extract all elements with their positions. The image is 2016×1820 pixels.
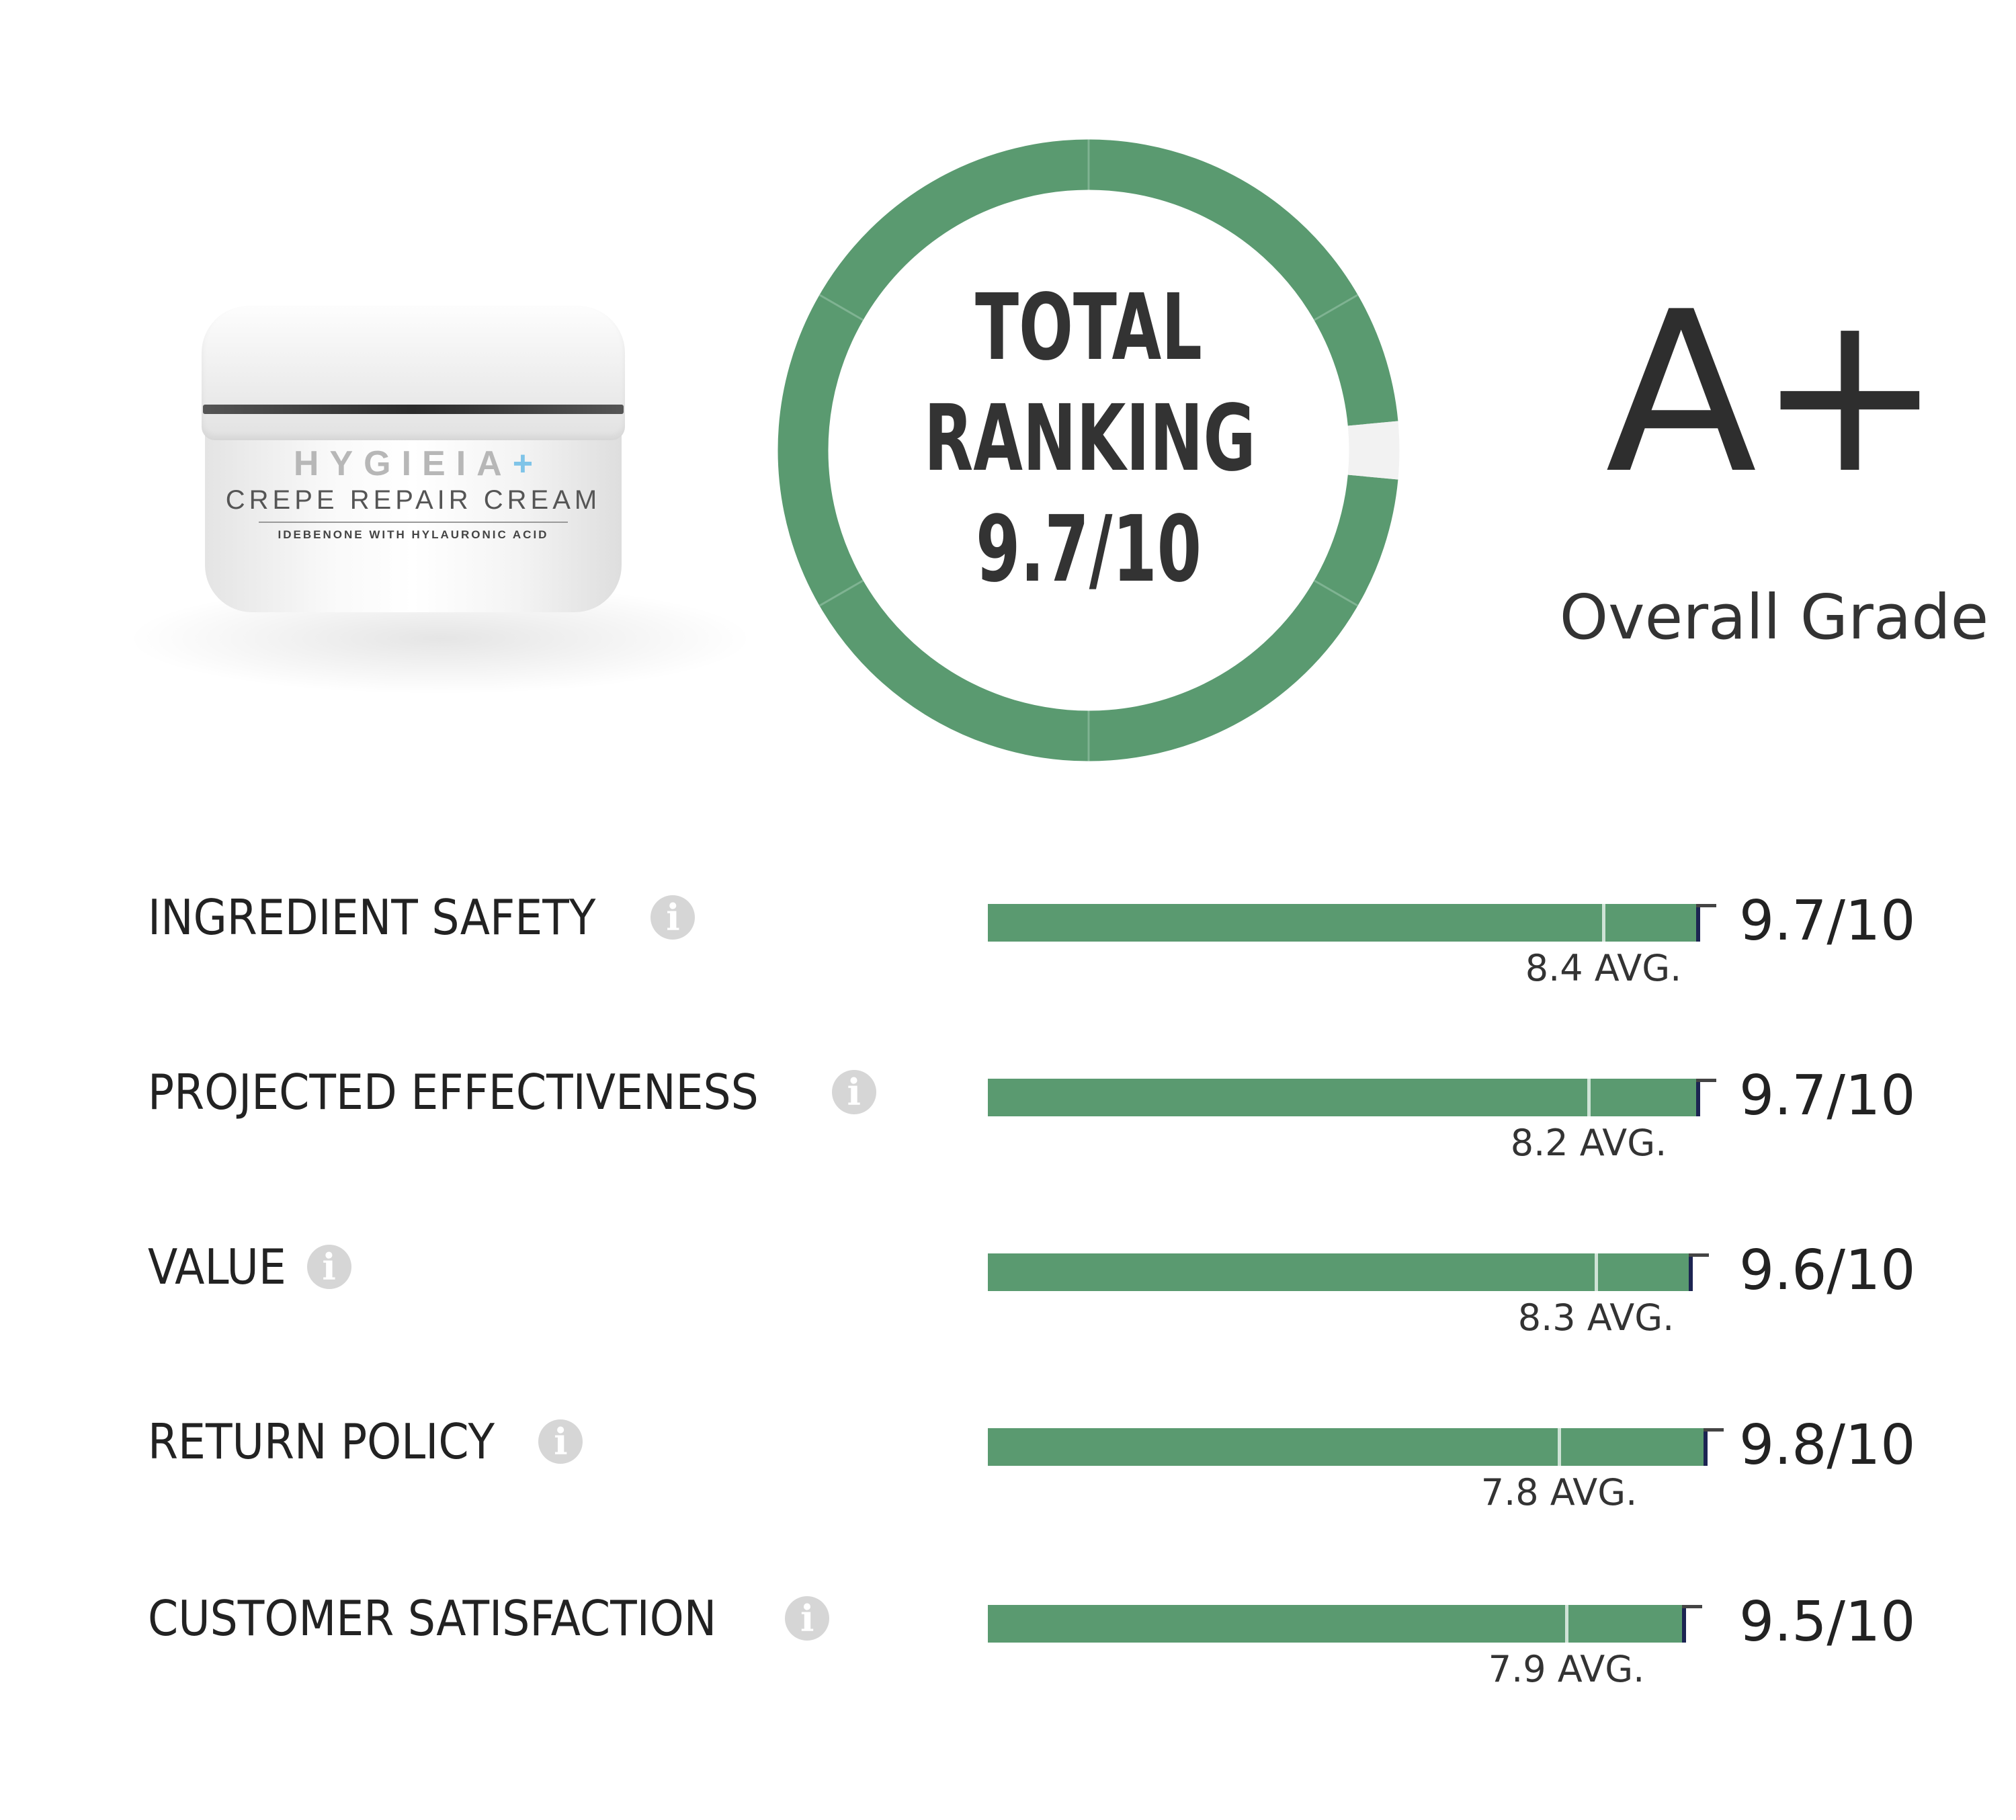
- average-marker: [1587, 1079, 1591, 1116]
- product-name: CREPE REPAIR CREAM: [225, 485, 601, 515]
- score-marker-cap: [1696, 904, 1716, 907]
- jar-band: [203, 405, 624, 414]
- metric-score: 9.6/10: [1739, 1239, 1916, 1302]
- ranking-score: 9.7/10: [976, 497, 1202, 603]
- metric-label: CUSTOMER SATISFACTION i: [148, 1590, 830, 1647]
- ranking-title-line2: RANKING: [924, 386, 1256, 492]
- info-icon[interactable]: i: [306, 1245, 351, 1289]
- info-icon[interactable]: i: [831, 1070, 876, 1114]
- metric-label: PROJECTED EFFECTIVENESS i: [148, 1064, 876, 1120]
- info-icon[interactable]: i: [538, 1419, 583, 1464]
- average-label: 7.8 AVG.: [1480, 1471, 1638, 1514]
- score-marker-cap: [1704, 1428, 1724, 1432]
- metric-bar: 8.2 AVG.: [988, 1079, 1720, 1164]
- overall-grade-value: A+: [1605, 264, 1943, 522]
- metric-bar-fill: [988, 1605, 1684, 1643]
- metric-score: 9.5/10: [1739, 1590, 1916, 1654]
- average-label: 8.4 AVG.: [1525, 947, 1682, 989]
- average-label: 7.9 AVG.: [1488, 1648, 1645, 1690]
- ring-divider: [818, 294, 864, 321]
- average-label: 8.3 AVG.: [1517, 1296, 1675, 1339]
- ranking-title-line1: TOTAL: [975, 275, 1202, 381]
- metric-bar: 8.4 AVG.: [988, 904, 1720, 989]
- product-brand: HYGIEIA+: [293, 444, 534, 483]
- score-marker: [1689, 1253, 1693, 1291]
- score-marker-cap: [1689, 1253, 1709, 1257]
- jar-lid: [202, 306, 625, 440]
- metric-label-text: CUSTOMER SATISFACTION: [148, 1590, 717, 1647]
- metric-label-text: PROJECTED EFFECTIVENESS: [148, 1064, 759, 1120]
- average-marker: [1558, 1428, 1561, 1466]
- score-marker: [1682, 1605, 1686, 1643]
- metric-score: 9.7/10: [1739, 1064, 1916, 1128]
- product-image: HYGIEIA+ CREPE REPAIR CREAM IDEBENONE WI…: [101, 282, 780, 699]
- score-marker: [1696, 904, 1700, 942]
- metric-label: INGREDIENT SAFETY i: [148, 889, 696, 946]
- score-marker: [1696, 1079, 1700, 1116]
- product-subtitle: IDEBENONE WITH HYLAURONIC ACID: [278, 528, 549, 541]
- ring-divider: [1313, 294, 1359, 321]
- metric-label: RETURN POLICY i: [148, 1413, 583, 1470]
- ring-divider: [1313, 579, 1359, 607]
- metric-label: VALUE i: [148, 1239, 351, 1295]
- score-marker-cap: [1696, 1079, 1716, 1082]
- ring-remaining-arc: [1347, 421, 1400, 480]
- metric-score: 9.8/10: [1739, 1413, 1916, 1477]
- metric-bar: 7.8 AVG.: [988, 1428, 1724, 1514]
- overall-grade-label: Overall Grade: [1559, 581, 1989, 653]
- metric-bar-fill: [988, 1253, 1691, 1291]
- average-marker: [1595, 1253, 1598, 1291]
- metric-label-text: VALUE: [148, 1239, 286, 1295]
- total-ranking-ring: [778, 139, 1400, 761]
- score-marker-cap: [1682, 1605, 1702, 1608]
- brand-plus-icon: +: [512, 444, 534, 483]
- metric-bar: 7.9 AVG.: [988, 1605, 1720, 1690]
- score-marker: [1704, 1428, 1708, 1466]
- product-divider: [259, 522, 568, 523]
- info-icon[interactable]: i: [785, 1596, 830, 1641]
- ring-score-arc: [778, 139, 1398, 761]
- ring-divider: [818, 579, 864, 607]
- ring-segments: [778, 139, 1400, 761]
- metric-bar: 8.3 AVG.: [988, 1253, 1720, 1339]
- average-marker: [1565, 1605, 1568, 1643]
- metric-score: 9.7/10: [1739, 889, 1916, 953]
- metric-label-text: INGREDIENT SAFETY: [148, 889, 596, 946]
- metric-bar-fill: [988, 904, 1698, 942]
- average-marker: [1602, 904, 1605, 942]
- metric-label-text: RETURN POLICY: [148, 1413, 495, 1470]
- jar-base: [205, 414, 622, 612]
- metric-bar-fill: [988, 1428, 1706, 1466]
- info-icon[interactable]: i: [650, 895, 696, 940]
- average-label: 8.2 AVG.: [1510, 1122, 1667, 1164]
- metric-bar-fill: [988, 1079, 1698, 1116]
